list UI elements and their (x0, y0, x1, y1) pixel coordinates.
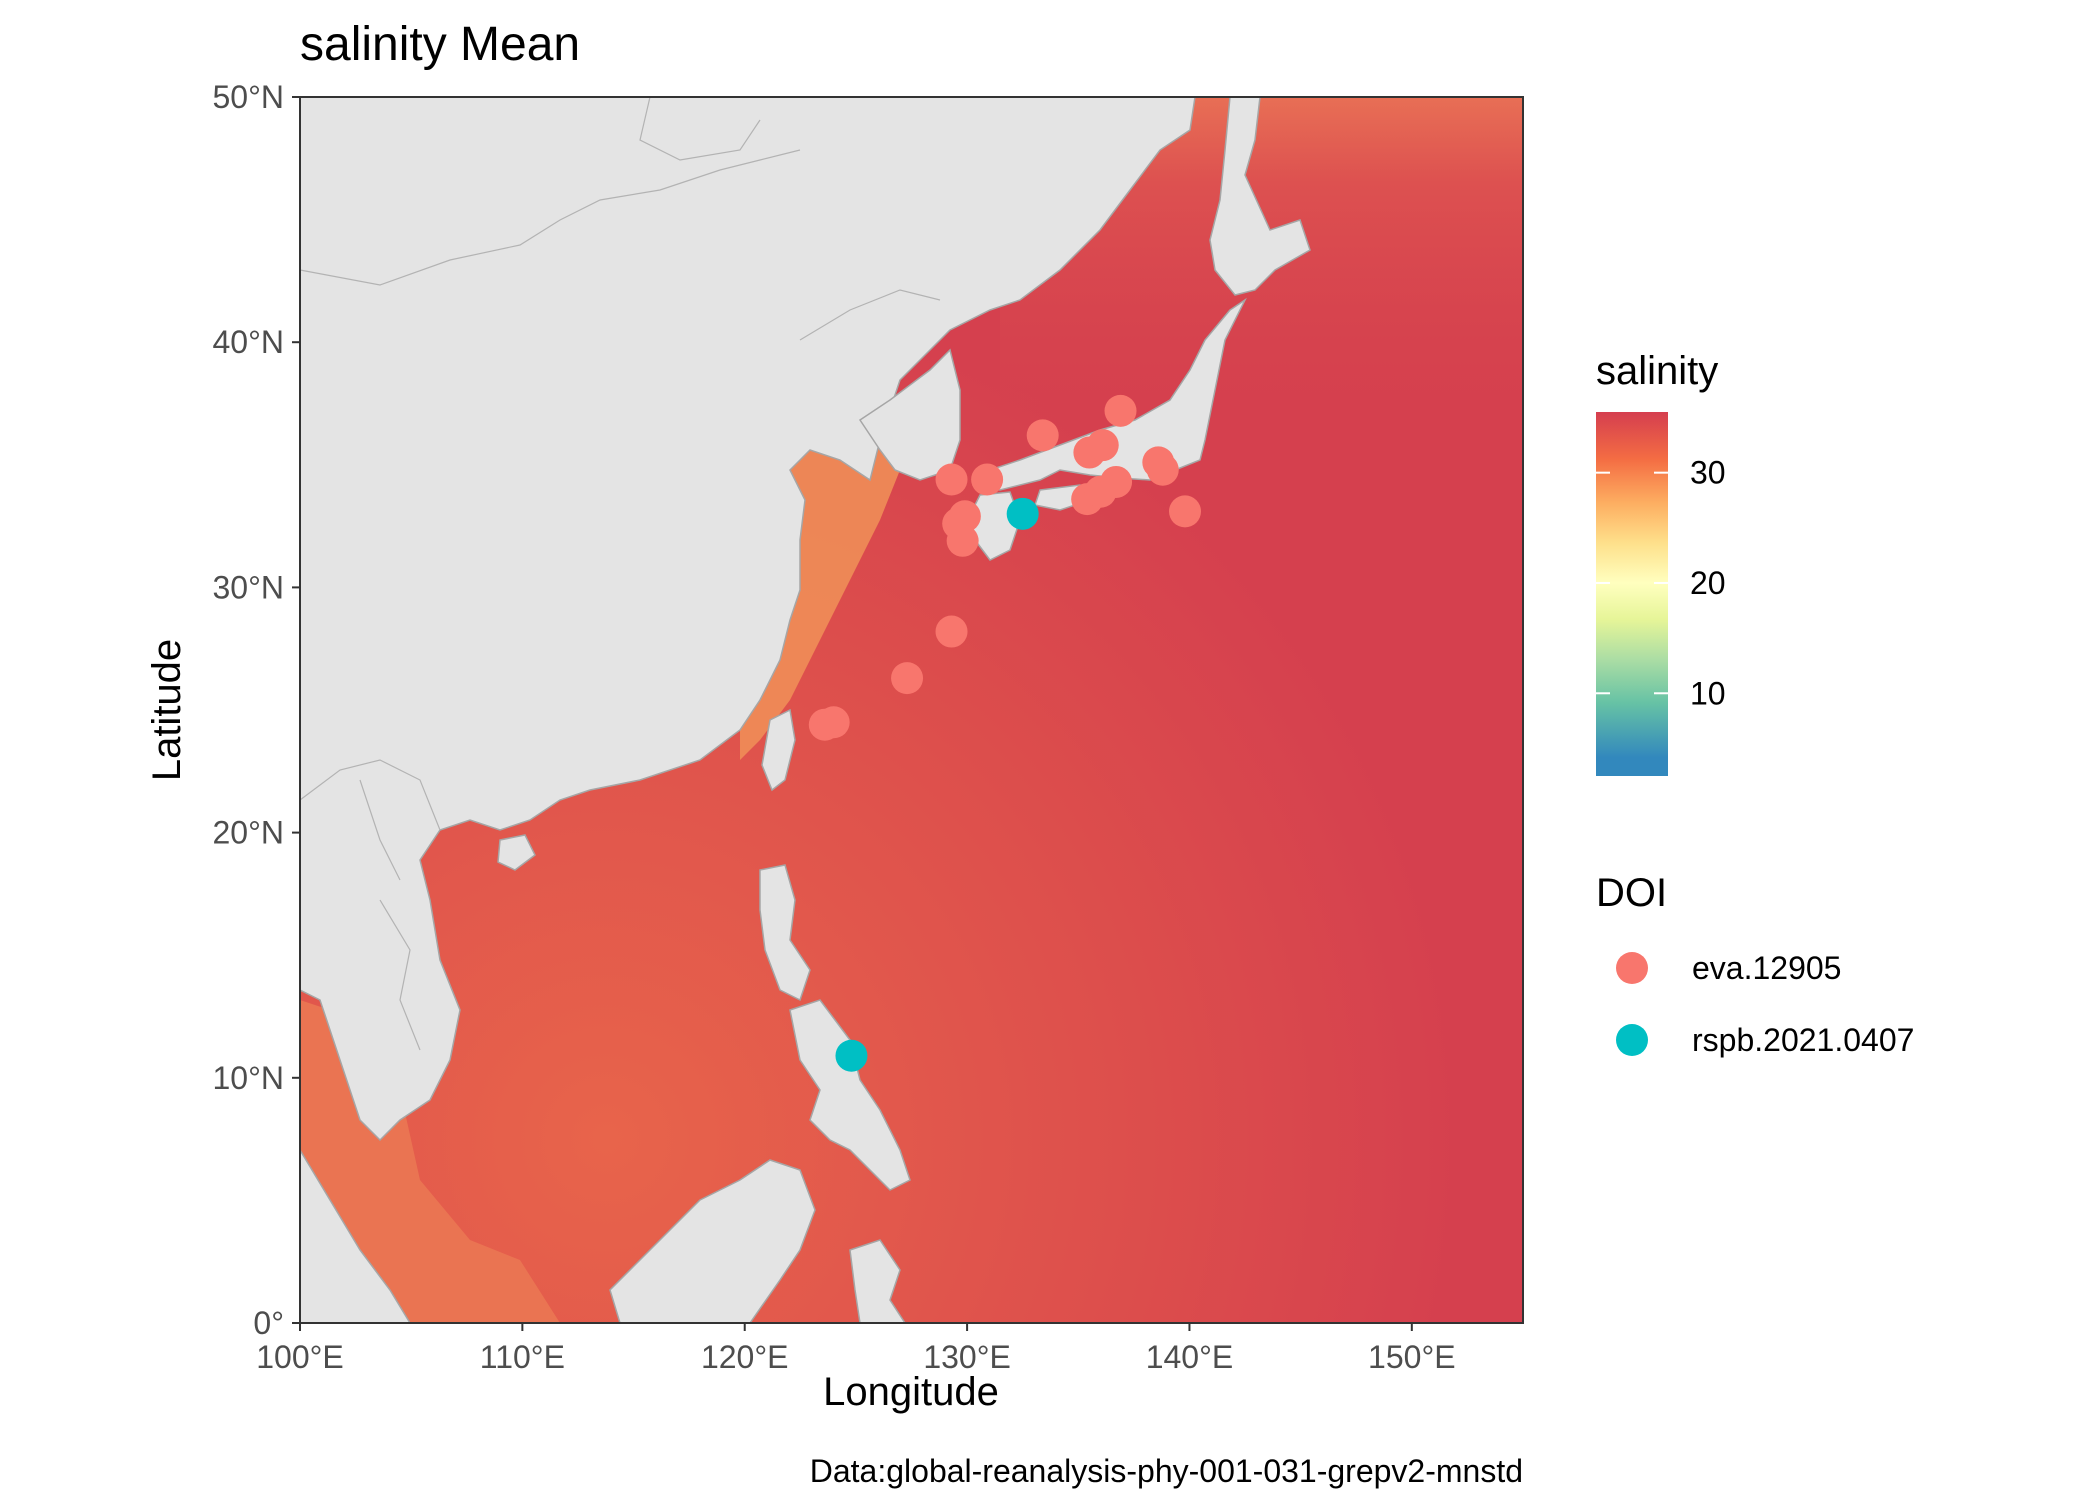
land-masses (300, 97, 1311, 1323)
point-eva (817, 706, 850, 739)
colorbar-ticks: 10 20 30 (1596, 455, 1726, 711)
land-malay-sumatra (300, 1148, 411, 1323)
y-tick-label: 10°N (213, 1060, 285, 1096)
point-eva (971, 463, 1004, 496)
legend-label: rspb.2021.0407 (1692, 1022, 1914, 1058)
colorbar-tick-label: 10 (1690, 675, 1726, 711)
land-taiwan (761, 708, 796, 792)
x-tick-label: 100°E (256, 1339, 344, 1375)
point-eva (1086, 429, 1119, 462)
x-tick-label: 110°E (480, 1339, 565, 1375)
data-source-caption: Data:global-reanalysis-phy-001-031-grepv… (810, 1453, 1523, 1489)
y-axis: 0° 10°N 20°N 30°N 40°N 50°N (213, 79, 300, 1341)
point-eva (935, 615, 968, 648)
colorbar-legend: salinity 10 20 30 (1596, 349, 1726, 776)
data-points (808, 394, 1202, 1072)
y-tick-label: 50°N (213, 79, 285, 115)
point-eva (935, 463, 968, 496)
panel-border (299, 96, 1524, 1324)
doi-legend: DOI eva.12905 rspb.2021.0407 (1596, 871, 1914, 1058)
land-luzon (759, 864, 811, 1002)
x-axis-title: Longitude (823, 1370, 999, 1414)
x-tick-label: 130°E (923, 1339, 1011, 1375)
land-sulawesi (849, 1239, 906, 1323)
point-rspb (835, 1039, 868, 1072)
land-korea (858, 348, 961, 481)
x-tick-label: 120°E (701, 1339, 789, 1375)
legend-key-rspb (1616, 1024, 1648, 1056)
land-borneo (609, 1159, 816, 1323)
colorbar-title: salinity (1596, 349, 1718, 393)
point-eva (1100, 465, 1133, 498)
x-axis: 100°E 110°E 120°E 130°E 140°E 150°E (256, 1323, 1456, 1375)
colorbar-tick-label: 30 (1690, 455, 1726, 491)
country-borders (300, 97, 941, 1051)
point-eva (1146, 453, 1179, 486)
colorbar-tick-label: 20 (1690, 565, 1726, 601)
chart-title: salinity Mean (300, 18, 580, 71)
x-tick-label: 150°E (1368, 1339, 1456, 1375)
doi-legend-title: DOI (1596, 871, 1667, 915)
land-hainan (497, 834, 536, 871)
point-eva (891, 662, 924, 695)
land-sakhalin-hokkaido (1209, 97, 1311, 296)
point-eva (1104, 394, 1137, 427)
map-panel (300, 97, 1523, 1323)
y-tick-label: 0° (253, 1305, 284, 1341)
point-rspb (1006, 497, 1039, 530)
point-eva (1026, 419, 1059, 452)
x-tick-label: 140°E (1146, 1339, 1234, 1375)
point-eva (946, 524, 979, 557)
point-eva (1169, 495, 1202, 528)
y-axis-title: Latitude (145, 639, 189, 781)
colorbar-gradient (1596, 412, 1668, 776)
land-asia-mainland (300, 97, 1196, 1142)
land-honshu (984, 297, 1247, 491)
y-tick-label: 30°N (213, 569, 285, 605)
legend-key-eva (1616, 952, 1648, 984)
y-tick-label: 20°N (213, 815, 285, 851)
y-tick-label: 40°N (213, 324, 285, 360)
legend-label: eva.12905 (1692, 950, 1841, 986)
